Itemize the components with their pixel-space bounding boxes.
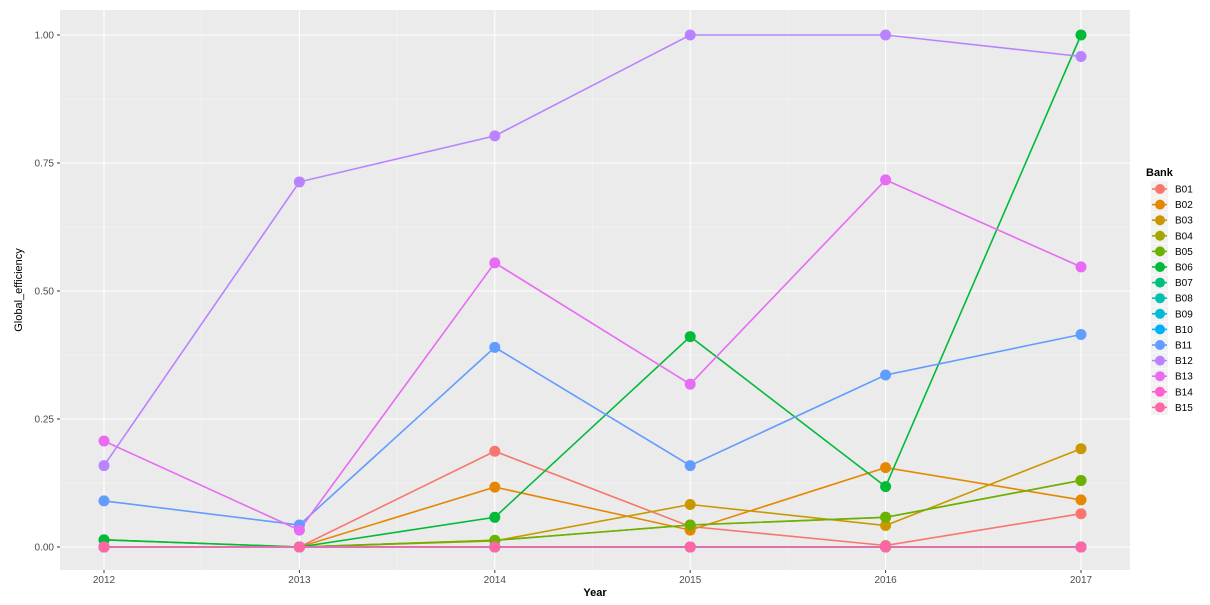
data-point-b12 bbox=[489, 130, 501, 142]
data-point-b12 bbox=[1075, 51, 1087, 63]
legend-title: Bank bbox=[1146, 167, 1174, 179]
data-point-b06 bbox=[684, 331, 696, 343]
y-tick-label: 0.25 bbox=[35, 415, 55, 426]
legend-key-b13 bbox=[1155, 371, 1165, 382]
legend-label-b05: B05 bbox=[1175, 247, 1193, 258]
legend-key-b03 bbox=[1155, 215, 1165, 226]
legend-label-b01: B01 bbox=[1175, 185, 1193, 196]
legend-key-b08 bbox=[1155, 293, 1165, 304]
data-point-b12 bbox=[293, 176, 305, 188]
y-tick-label: 0.50 bbox=[35, 287, 55, 298]
data-point-b15 bbox=[293, 541, 305, 553]
data-point-b05 bbox=[684, 519, 696, 531]
legend-key-b04 bbox=[1155, 230, 1165, 241]
series-line-b06 bbox=[103, 34, 1082, 548]
data-point-b03 bbox=[1075, 443, 1087, 455]
legend-key-b12 bbox=[1155, 355, 1165, 366]
data-point-b02 bbox=[1075, 494, 1087, 506]
legend-label-b04: B04 bbox=[1175, 231, 1193, 242]
legend-label-b07: B07 bbox=[1175, 278, 1193, 289]
legend-label-b08: B08 bbox=[1175, 294, 1193, 305]
legend-label-b02: B02 bbox=[1175, 200, 1193, 211]
series-points bbox=[98, 29, 1087, 553]
minor-gridlines bbox=[60, 10, 1130, 570]
data-point-b13 bbox=[880, 174, 892, 186]
y-axis-title: Global_efficiency bbox=[13, 248, 25, 332]
data-point-b15 bbox=[880, 541, 892, 553]
data-point-b02 bbox=[489, 481, 501, 493]
data-point-b15 bbox=[489, 541, 501, 553]
data-point-b06 bbox=[1075, 29, 1087, 41]
x-tick-label: 2017 bbox=[1070, 575, 1093, 586]
x-tick-label: 2013 bbox=[288, 575, 311, 586]
legend-key-b15 bbox=[1155, 402, 1165, 413]
legend-key-b09 bbox=[1155, 308, 1165, 319]
legend-label-b06: B06 bbox=[1175, 263, 1193, 274]
data-point-b13 bbox=[489, 257, 501, 269]
x-tick-label: 2016 bbox=[874, 575, 897, 586]
legend-label-b03: B03 bbox=[1175, 216, 1193, 227]
data-point-b11 bbox=[98, 495, 110, 507]
x-tick-label: 2015 bbox=[679, 575, 702, 586]
y-tick-label: 0.00 bbox=[35, 543, 55, 554]
y-axis-ticks: 0.00 0.25 0.50 0.75 1.00 bbox=[35, 31, 60, 554]
series-line-b12 bbox=[103, 34, 1082, 467]
data-point-b12 bbox=[98, 460, 110, 472]
legend-key-b11 bbox=[1155, 340, 1165, 350]
data-point-b15 bbox=[98, 541, 110, 553]
legend-key-b14 bbox=[1155, 386, 1165, 397]
series-lines bbox=[103, 34, 1082, 548]
data-point-b15 bbox=[1075, 541, 1087, 553]
data-point-b03 bbox=[880, 519, 892, 531]
data-point-b03 bbox=[684, 499, 696, 511]
legend-key-b05 bbox=[1155, 246, 1165, 257]
y-tick-label: 1.00 bbox=[35, 31, 55, 42]
legend-label-b14: B14 bbox=[1175, 387, 1193, 398]
data-point-b13 bbox=[684, 378, 696, 390]
x-tick-label: 2012 bbox=[93, 575, 116, 586]
legend-label-b11: B11 bbox=[1175, 341, 1192, 352]
legend-label-b10: B10 bbox=[1175, 325, 1193, 336]
legend-key-b01 bbox=[1155, 184, 1165, 194]
plot-panel bbox=[60, 10, 1130, 570]
data-point-b01 bbox=[489, 445, 501, 457]
data-point-b05 bbox=[1075, 474, 1087, 486]
legend-key-b07 bbox=[1155, 277, 1165, 288]
x-axis-title: Year bbox=[583, 587, 607, 599]
legend-label-b09: B09 bbox=[1175, 309, 1193, 320]
legend-key-b10 bbox=[1155, 324, 1165, 335]
data-point-b06 bbox=[489, 511, 501, 523]
data-point-b02 bbox=[880, 462, 892, 474]
data-point-b06 bbox=[880, 481, 892, 493]
series-line-b13 bbox=[103, 178, 1082, 532]
legend-key-b02 bbox=[1155, 199, 1165, 210]
data-point-b11 bbox=[880, 369, 892, 381]
data-point-b13 bbox=[293, 524, 305, 536]
data-point-b15 bbox=[684, 541, 696, 553]
legend-items: B01 B02 B03 B04 B05 B06 B07 B08 B09 B10 B11 B12 B13 B… bbox=[1151, 181, 1193, 415]
legend-label-b12: B12 bbox=[1175, 356, 1193, 367]
data-point-b13 bbox=[1075, 261, 1087, 273]
data-point-b11 bbox=[489, 341, 501, 353]
legend: Bank B01 B02 B03 B04 B05 B06 B07 B08 B09 B10 B11 B1… bbox=[1146, 167, 1193, 415]
legend-label-b15: B15 bbox=[1175, 403, 1193, 414]
data-point-b12 bbox=[684, 29, 696, 41]
data-point-b11 bbox=[1075, 329, 1087, 341]
data-point-b11 bbox=[684, 460, 696, 472]
series-line-b11 bbox=[103, 333, 1082, 526]
data-point-b12 bbox=[880, 29, 892, 41]
x-axis-ticks: 2012 2013 2014 2015 2016 2017 bbox=[93, 570, 1093, 586]
data-point-b01 bbox=[1075, 508, 1087, 520]
x-tick-label: 2014 bbox=[484, 575, 507, 586]
data-point-b05 bbox=[880, 511, 892, 523]
legend-key-b06 bbox=[1155, 262, 1165, 272]
data-point-b13 bbox=[98, 435, 110, 447]
y-tick-label: 0.75 bbox=[35, 159, 55, 170]
legend-label-b13: B13 bbox=[1175, 372, 1193, 383]
